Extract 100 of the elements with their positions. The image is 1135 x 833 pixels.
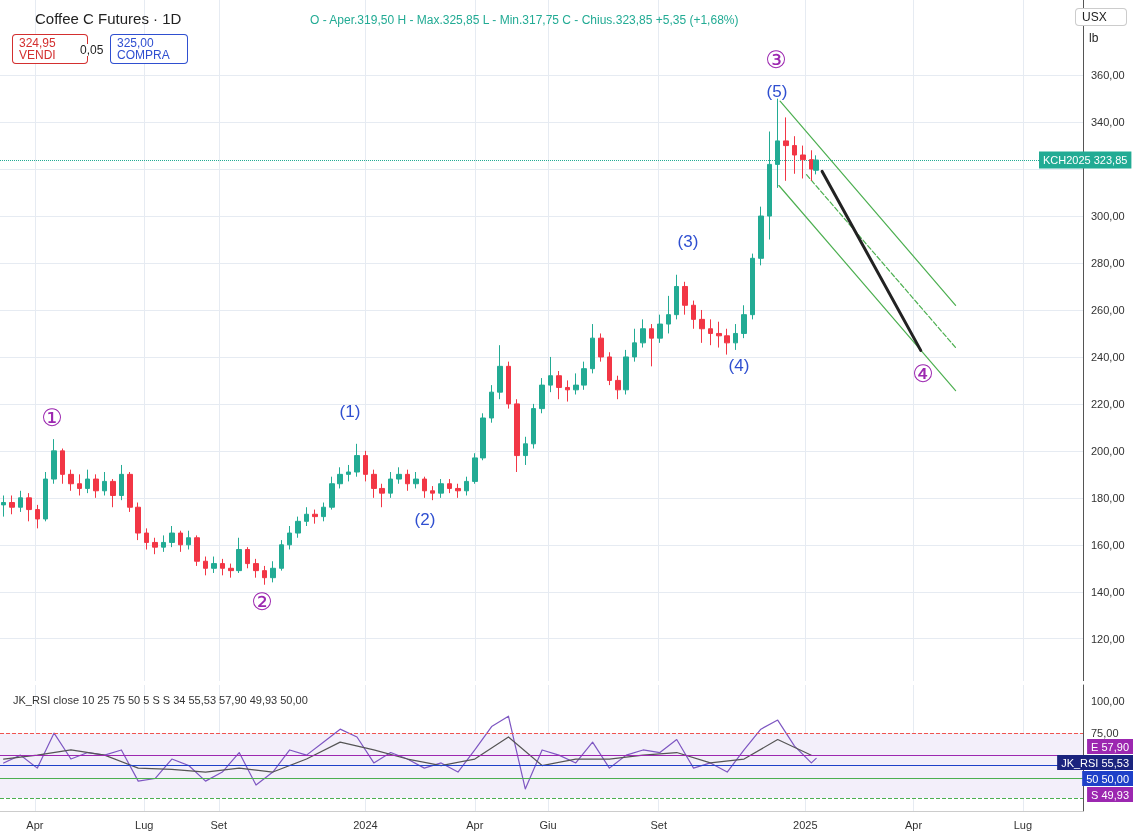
y-tick-label: 280,00 — [1091, 257, 1125, 270]
candlestick — [472, 452, 478, 485]
candlestick — [581, 361, 587, 391]
candlestick — [447, 478, 452, 494]
candlestick — [135, 502, 141, 541]
x-tick-label: Set — [210, 818, 228, 831]
candlestick — [691, 300, 696, 330]
candlestick — [26, 492, 32, 522]
candlestick — [93, 473, 99, 499]
candlestick — [623, 349, 629, 396]
candlestick — [565, 379, 570, 403]
candlestick — [371, 469, 377, 499]
candlestick — [750, 253, 755, 320]
candlestick — [438, 478, 444, 499]
candlestick — [556, 370, 562, 400]
candlestick — [245, 546, 250, 569]
candlestick — [287, 525, 292, 550]
y-tick-label: 220,00 — [1091, 397, 1125, 410]
candlestick — [430, 485, 435, 501]
annotation: USX — [1082, 10, 1107, 24]
y-tick-label: 160,00 — [1091, 538, 1125, 551]
candlestick — [228, 563, 234, 579]
candlestick — [346, 464, 351, 482]
candlestick — [194, 534, 200, 567]
candlestick — [607, 351, 612, 386]
candlestick — [657, 314, 663, 344]
candlestick — [337, 466, 343, 489]
text: Coffee C Futures · 1D — [35, 10, 182, 27]
y-tick-label: 260,00 — [1091, 303, 1125, 316]
y-tick-label: 75,00 — [1091, 727, 1119, 740]
candlestick — [573, 372, 579, 396]
y-tick-label: 140,00 — [1091, 585, 1125, 598]
annotation: ② — [251, 587, 273, 615]
candlestick — [85, 469, 90, 494]
candlestick — [640, 318, 646, 349]
candlestick — [666, 295, 671, 334]
candlestick — [531, 403, 536, 450]
candlestick — [480, 412, 486, 461]
candlestick — [699, 309, 705, 344]
candlestick — [119, 464, 124, 501]
candlestick — [186, 530, 191, 550]
candlestick — [161, 534, 166, 553]
y-tick-label: 240,00 — [1091, 350, 1125, 363]
y-tick-label: 300,00 — [1091, 210, 1125, 223]
candlestick — [539, 377, 545, 414]
y-tick-label: 100,00 — [1091, 694, 1125, 707]
candlestick — [388, 471, 393, 499]
annotation: (2) — [414, 509, 436, 529]
candlestick — [464, 476, 469, 496]
candlestick — [590, 323, 595, 374]
candlestick — [43, 471, 48, 522]
annotation: (3) — [677, 231, 699, 251]
candlestick — [102, 471, 107, 496]
candlestick — [169, 525, 175, 548]
x-tick-label: Apr — [466, 818, 484, 831]
candlestick — [724, 328, 730, 356]
candlestick — [68, 469, 74, 492]
candlestick — [489, 384, 494, 424]
annotation: ① — [41, 403, 63, 431]
candlestick — [632, 328, 637, 363]
candlestick — [422, 476, 427, 499]
candlestick — [9, 494, 15, 515]
candlestick — [203, 556, 208, 576]
candlestick — [741, 304, 747, 339]
x-tick-label: Giu — [539, 818, 557, 831]
annotation: ④ — [912, 359, 934, 387]
candlestick — [379, 483, 385, 508]
candlestick — [321, 502, 326, 522]
x-tick-label: Apr — [26, 818, 44, 831]
y-tick-label: 360,00 — [1091, 69, 1125, 82]
candlestick — [615, 375, 621, 400]
annotation: 0,05 — [80, 43, 104, 57]
line-series — [3, 715, 817, 790]
candlestick — [783, 116, 789, 182]
candlestick — [682, 281, 688, 316]
candlestick — [363, 450, 368, 482]
candlestick — [733, 323, 738, 351]
candlestick — [514, 398, 520, 473]
candlestick — [304, 506, 309, 527]
text: O - Aper.319,50 H - Max.325,85 L - Min.317,75 C - Chius.323,85 +5,35 (+1,68%) — [310, 13, 739, 27]
candlestick — [35, 504, 40, 529]
candlestick — [220, 558, 225, 576]
annotation: (1) — [339, 401, 361, 421]
annotation: (4) — [728, 355, 750, 375]
candlestick — [110, 478, 116, 508]
annotation: 325,00 COMPRA — [117, 36, 170, 62]
candlestick — [396, 466, 402, 485]
ref-line-label: 50 50,00 — [1086, 772, 1130, 785]
candlestick — [800, 145, 806, 179]
candlestick — [60, 448, 65, 485]
candlestick — [127, 471, 133, 513]
candlestick — [329, 476, 335, 511]
candlestick — [262, 565, 267, 586]
annotation: 324,95 VENDI — [19, 36, 57, 62]
candlestick — [279, 539, 284, 572]
candlestick — [152, 537, 158, 555]
annotation: JK_RSI 55,53 — [1061, 756, 1129, 769]
candlestick — [144, 527, 149, 550]
x-tick-label: Lug — [1013, 818, 1033, 831]
candlestick — [455, 483, 461, 499]
